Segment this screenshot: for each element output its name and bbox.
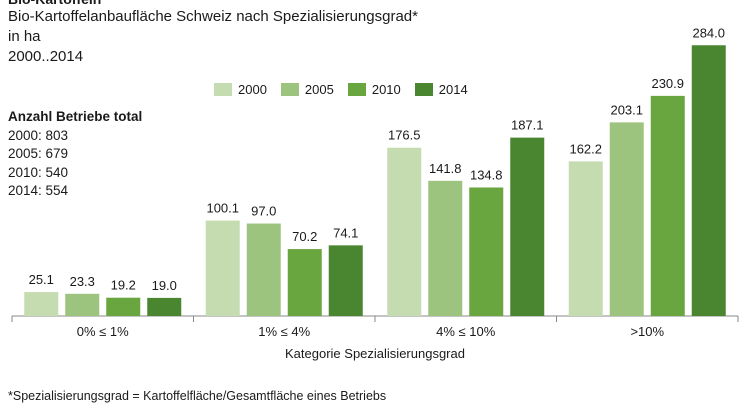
legend-swatch — [347, 83, 366, 96]
legend-label: 2010 — [371, 82, 401, 97]
betriebe-title: Anzahl Betriebe total — [8, 109, 143, 124]
data-label: 97.0 — [251, 204, 276, 219]
bar — [650, 95, 685, 316]
bar — [691, 45, 726, 317]
bar — [510, 137, 545, 316]
bar — [65, 293, 100, 316]
data-label: 176.5 — [388, 128, 421, 143]
data-label: 162.2 — [569, 141, 602, 156]
data-label: 19.2 — [111, 278, 136, 293]
bar — [205, 220, 240, 316]
data-label: 74.1 — [333, 225, 358, 240]
bar — [469, 187, 504, 316]
bar — [428, 180, 463, 316]
x-tick-label: 4% ≤ 10% — [436, 324, 496, 339]
legend-label: 2005 — [304, 82, 334, 97]
bar — [147, 297, 182, 316]
data-label: 187.1 — [511, 118, 544, 133]
x-tick-label: 0% ≤ 1% — [77, 324, 129, 339]
betriebe-row-2014: 2014: 554 — [8, 183, 69, 198]
period-label: 2000..2014 — [8, 48, 84, 65]
legend-label: 2014 — [438, 82, 468, 97]
legend-item-2010: 2010 — [347, 82, 401, 97]
data-label: 230.9 — [651, 76, 684, 91]
bar — [387, 147, 422, 316]
legend-item-2014: 2014 — [414, 82, 468, 97]
data-label: 203.1 — [610, 102, 643, 117]
legend-item-2005: 2005 — [280, 82, 334, 97]
legend-swatch — [414, 83, 433, 96]
data-label: 100.1 — [206, 201, 239, 216]
bar — [328, 245, 363, 316]
bar — [568, 161, 603, 316]
data-label: 19.0 — [152, 278, 177, 293]
unit-label: in ha — [8, 28, 41, 45]
data-label: 141.8 — [429, 161, 462, 176]
legend-item-2000: 2000 — [214, 82, 267, 97]
legend-swatch — [214, 83, 232, 96]
betriebe-row-2005: 2005: 679 — [8, 146, 69, 161]
data-label: 23.3 — [70, 274, 95, 289]
data-label: 25.1 — [29, 272, 54, 287]
legend-swatch — [280, 83, 299, 96]
bar — [246, 223, 281, 316]
betriebe-row-2010: 2010: 540 — [8, 164, 69, 180]
bar — [609, 122, 644, 317]
data-label: 284.0 — [692, 25, 725, 40]
bar — [24, 292, 59, 316]
x-tick-label: >10% — [630, 324, 664, 339]
legend: 2000 2005 2010 2014 — [214, 82, 468, 97]
x-axis-label: Kategorie Spezialisierungsgrad — [285, 346, 465, 361]
betriebe-box: Anzahl Betriebe total 2000: 803 2005: 67… — [8, 108, 142, 201]
legend-label: 2000 — [238, 82, 267, 97]
bar — [106, 297, 141, 316]
data-label: 134.8 — [470, 167, 503, 182]
footnote: *Spezialisierungsgrad = Kartoffelfläche/… — [8, 389, 387, 403]
data-label: 70.2 — [292, 229, 317, 244]
bar — [287, 249, 322, 316]
x-tick-label: 1% ≤ 4% — [258, 324, 310, 339]
chart-title: Bio-Kartoffelanbaufläche Schweiz nach Sp… — [8, 8, 418, 25]
clipped-chart-title: Bio-Kartoffeln — [8, 0, 101, 8]
betriebe-row-2000: 2000: 803 — [8, 127, 69, 143]
